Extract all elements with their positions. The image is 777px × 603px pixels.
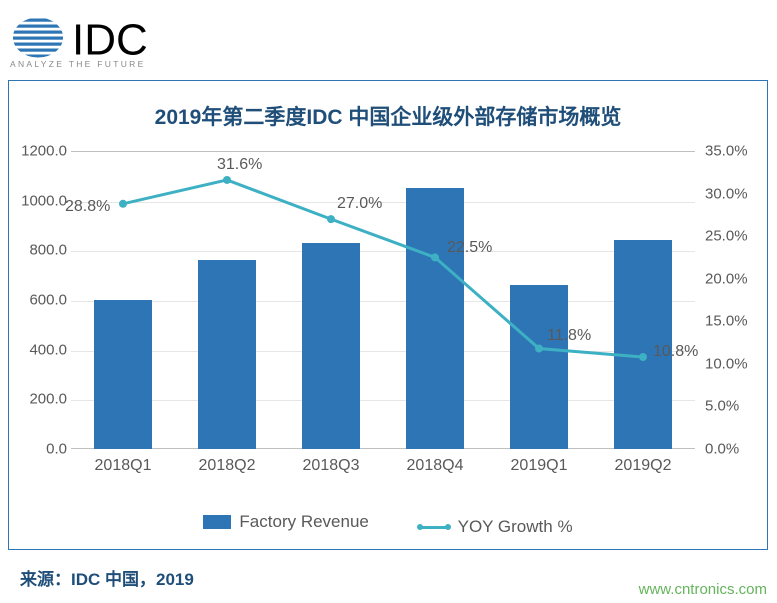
y-right-tick: 5.0% — [705, 398, 759, 415]
y-right-tick: 30.0% — [705, 185, 759, 202]
chart-frame: 2019年第二季度IDC 中国企业级外部存储市场概览 0.0 200.0 400.0… — [8, 80, 768, 550]
legend: Factory Revenue YOY Growth % — [9, 512, 767, 538]
x-axis: 2018Q1 2018Q2 2018Q3 2018Q4 2019Q1 2019Q2 — [71, 457, 695, 481]
svg-text:IDC: IDC — [72, 16, 148, 65]
y-right-tick: 25.0% — [705, 228, 759, 245]
y-left-tick: 600.0 — [17, 292, 67, 309]
y-left-tick: 800.0 — [17, 242, 67, 259]
y-right-tick: 0.0% — [705, 441, 759, 458]
y-axis-left: 0.0200.0400.0600.0800.01000.01200.0 — [17, 151, 67, 449]
x-tick: 2019Q2 — [615, 457, 672, 475]
y-right-tick: 10.0% — [705, 355, 759, 372]
x-tick: 2018Q4 — [407, 457, 464, 475]
line-data-label: 22.5% — [447, 239, 492, 257]
watermark: www.cntronics.com — [639, 581, 767, 598]
y-right-tick: 20.0% — [705, 270, 759, 287]
x-tick: 2018Q3 — [303, 457, 360, 475]
y-right-tick: 15.0% — [705, 313, 759, 330]
line-data-label: 11.8% — [547, 327, 591, 345]
legend-label-line: YOY Growth % — [458, 517, 573, 537]
legend-swatch-bar — [203, 515, 231, 529]
y-axis-right: 0.0%5.0%10.0%15.0%20.0%25.0%30.0%35.0% — [705, 151, 759, 449]
y-left-tick: 0.0 — [17, 441, 67, 458]
line-data-label: 27.0% — [337, 195, 382, 213]
x-tick: 2018Q2 — [199, 457, 256, 475]
root: IDC ANALYZE THE FUTURE 2019年第二季度IDC 中国企业… — [0, 0, 777, 603]
chart-title: 2019年第二季度IDC 中国企业级外部存储市场概览 — [9, 101, 767, 131]
x-tick: 2018Q1 — [95, 457, 152, 475]
y-left-tick: 1200.0 — [17, 143, 67, 160]
source-text: 来源：IDC 中国，2019 — [20, 565, 194, 590]
x-tick: 2019Q1 — [511, 457, 568, 475]
idc-logo: IDC — [10, 10, 174, 65]
y-right-tick: 35.0% — [705, 143, 759, 160]
data-labels: 28.8%31.6%27.0%22.5%11.8%10.8% — [71, 151, 695, 449]
y-left-tick: 200.0 — [17, 391, 67, 408]
line-data-label: 10.8% — [653, 343, 698, 361]
y-left-tick: 1000.0 — [17, 192, 67, 209]
legend-label-bar: Factory Revenue — [239, 512, 368, 532]
legend-item-bar: Factory Revenue — [203, 512, 368, 532]
line-data-label: 31.6% — [217, 156, 262, 174]
legend-swatch-line — [418, 526, 450, 529]
line-data-label: 28.8% — [65, 198, 110, 216]
legend-item-line: YOY Growth % — [418, 517, 573, 537]
y-left-tick: 400.0 — [17, 341, 67, 358]
logo-tagline: ANALYZE THE FUTURE — [10, 59, 146, 69]
